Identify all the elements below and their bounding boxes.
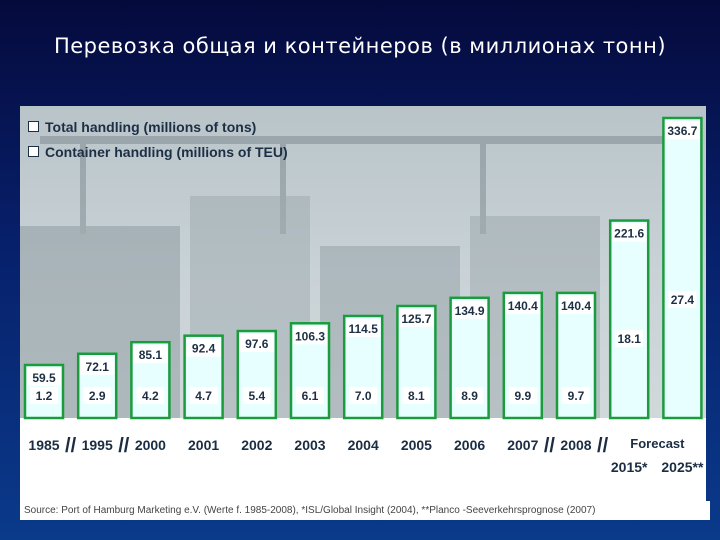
value-label-total-2003: 106.3	[295, 329, 325, 343]
value-label-bg-container-1995	[83, 387, 112, 404]
value-label-bg-container-2004	[349, 387, 378, 404]
axis-break-after-2008: //	[597, 435, 609, 457]
x-tick-label-2003: 2003	[294, 437, 325, 453]
x-tick-label-2025**: 2025**	[661, 459, 704, 475]
legend-item-container: Container handling (millions of TEU)	[28, 139, 288, 164]
value-label-bg-total-2004	[346, 318, 381, 337]
value-label-total-2007: 140.4	[508, 299, 538, 313]
legend-label-total: Total handling (millions of tons)	[45, 118, 257, 135]
value-label-bg-container-2025**	[668, 291, 697, 308]
x-tick-label-1995: 1995	[82, 437, 113, 453]
legend-item-total: Total handling (millions of tons)	[28, 114, 288, 139]
value-label-bg-container-2003	[296, 387, 324, 404]
x-tick-label-2006: 2006	[454, 437, 485, 453]
value-label-bg-container-2008	[562, 387, 590, 404]
axis-break-after-2007: //	[544, 435, 556, 457]
value-label-bg-total-2000	[133, 345, 168, 364]
x-tick-label-2001: 2001	[188, 437, 219, 453]
bar-total-2015*	[608, 219, 650, 420]
x-tick-label-2002: 2002	[241, 437, 272, 453]
chart-panel: 59.5 1.2 1985 72.1 2.9 1995 85.1 4.2 2000 92.4 4.7…	[20, 106, 706, 520]
value-label-bg-total-2007	[505, 295, 540, 314]
forecast-label: Forecast	[630, 436, 685, 451]
legend-label-container: Container handling (millions of TEU)	[45, 143, 288, 160]
x-tick-label-2015*: 2015*	[611, 459, 648, 475]
value-label-total-2002: 97.6	[245, 337, 269, 351]
slide-title: Перевозка общая и контейнеров (в миллион…	[53, 34, 667, 58]
value-label-bg-container-2006	[455, 387, 484, 404]
value-label-bg-total-2006	[452, 300, 487, 319]
value-label-total-2000: 85.1	[139, 348, 163, 362]
value-label-bg-total-1995	[80, 356, 115, 375]
value-label-bg-container-1985	[30, 386, 58, 404]
value-label-total-2001: 92.4	[192, 342, 216, 356]
value-label-bg-container-2001	[189, 387, 218, 404]
value-label-total-2015*: 221.6	[614, 227, 644, 241]
value-label-bg-total-2005	[399, 309, 434, 328]
x-tick-label-2004: 2004	[348, 437, 379, 453]
source-note: Source: Port of Hamburg Marketing e.V. (…	[20, 501, 710, 520]
x-tick-label-2007: 2007	[507, 437, 538, 453]
value-label-container-2002: 5.4	[248, 389, 265, 403]
value-label-total-1985: 59.5	[32, 371, 56, 385]
value-label-container-2007: 9.9	[514, 389, 531, 403]
value-label-container-2004: 7.0	[355, 389, 372, 403]
value-label-bg-total-2003	[293, 326, 327, 345]
value-label-bg-total-2015*	[612, 223, 647, 242]
value-label-bg-total-2002	[239, 334, 274, 353]
value-label-bg-total-2008	[559, 295, 593, 314]
value-label-bg-container-2005	[402, 387, 431, 404]
value-label-bg-container-2007	[508, 387, 537, 404]
value-label-container-2015*: 18.1	[618, 332, 642, 346]
value-label-container-2008: 9.7	[568, 389, 585, 403]
value-label-container-2000: 4.2	[142, 389, 159, 403]
value-label-total-1995: 72.1	[86, 360, 110, 374]
value-label-bg-container-2002	[242, 387, 271, 404]
x-tick-label-2005: 2005	[401, 437, 432, 453]
chart-legend: Total handling (millions of tons) Contai…	[28, 114, 288, 164]
value-label-total-2025**: 336.7	[667, 124, 697, 138]
value-label-container-2005: 8.1	[408, 389, 425, 403]
value-label-total-2006: 134.9	[455, 304, 485, 318]
legend-marker-total	[28, 121, 39, 132]
value-label-bg-total-2025**	[665, 121, 700, 139]
x-tick-label-2000: 2000	[135, 437, 166, 453]
value-label-bg-total-1985	[27, 367, 61, 386]
x-tick-label-2008: 2008	[560, 437, 591, 453]
x-tick-label-1985: 1985	[28, 437, 59, 453]
legend-marker-container	[28, 146, 39, 157]
value-label-total-2005: 125.7	[401, 312, 431, 326]
bar-chart: 59.5 1.2 1985 72.1 2.9 1995 85.1 4.2 2000 92.4 4.7…	[20, 116, 706, 501]
bar-total-2025**	[662, 116, 703, 420]
axis-break-after-1985: //	[65, 435, 77, 457]
value-label-bg-container-2000	[136, 387, 165, 404]
axis-band	[20, 418, 706, 501]
value-label-container-2006: 8.9	[461, 389, 478, 403]
value-label-container-1985: 1.2	[36, 389, 53, 403]
value-label-container-1995: 2.9	[89, 389, 106, 403]
value-label-container-2003: 6.1	[302, 389, 319, 403]
value-label-container-2025**: 27.4	[671, 293, 695, 307]
value-label-total-2008: 140.4	[561, 299, 591, 313]
value-label-container-2001: 4.7	[195, 389, 212, 403]
value-label-total-2004: 114.5	[349, 322, 379, 336]
value-label-bg-total-2001	[186, 338, 221, 357]
axis-break-after-1995: //	[118, 435, 130, 457]
value-label-bg-container-2015*	[615, 329, 644, 347]
